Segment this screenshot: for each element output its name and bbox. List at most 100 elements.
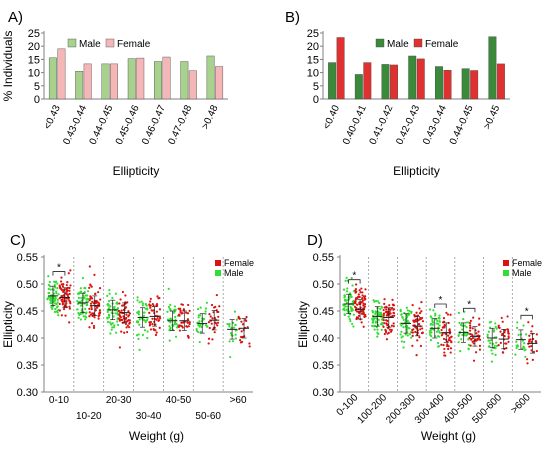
female-point — [468, 329, 472, 332]
male-point — [374, 321, 378, 324]
female-point — [207, 321, 211, 324]
female-point — [534, 340, 537, 343]
male-point — [84, 307, 87, 310]
female-point — [118, 317, 121, 320]
male-point — [80, 296, 83, 300]
male-point — [77, 311, 80, 315]
male-point — [345, 308, 349, 311]
male-point — [47, 287, 50, 291]
female-point — [449, 313, 452, 316]
female-point — [411, 334, 414, 337]
female-point — [472, 359, 476, 362]
x-tick-label: 0.44-0.45 — [88, 103, 116, 146]
female-point — [188, 322, 191, 326]
male-point — [107, 307, 111, 310]
bar — [435, 66, 443, 100]
female-point — [120, 309, 123, 312]
male-point — [76, 308, 79, 311]
significance-marker: * — [439, 295, 443, 306]
male-point — [114, 312, 117, 315]
significance-marker: * — [525, 306, 529, 317]
female-point — [181, 312, 184, 315]
significance-bracket — [52, 271, 66, 276]
female-point — [357, 293, 360, 296]
male-point — [350, 277, 353, 280]
female-point — [123, 331, 126, 334]
male-point — [436, 319, 439, 322]
female-point — [469, 321, 472, 325]
female-point — [58, 284, 61, 287]
male-point — [49, 288, 52, 291]
male-point — [459, 350, 462, 353]
y-tick-label: 0.50 — [313, 279, 334, 291]
female-point — [149, 328, 153, 331]
female-point — [88, 307, 91, 310]
female-point — [469, 326, 472, 330]
x-tick-label: 0-100 — [335, 392, 361, 418]
male-point — [173, 323, 176, 326]
female-point — [90, 322, 94, 325]
male-point — [465, 326, 468, 329]
male-point — [50, 297, 53, 300]
female-point — [472, 316, 475, 319]
female-point — [218, 305, 221, 308]
male-point — [352, 325, 355, 328]
female-point — [360, 309, 363, 312]
female-point — [98, 286, 102, 290]
female-point — [361, 294, 364, 297]
female-point — [88, 286, 91, 289]
female-point — [385, 338, 389, 341]
female-point — [389, 312, 392, 315]
bar — [75, 71, 84, 100]
female-point — [156, 295, 159, 298]
female-point — [357, 295, 360, 298]
female-point — [64, 303, 67, 307]
male-point — [169, 328, 172, 332]
female-point — [188, 321, 191, 324]
female-point — [185, 311, 188, 314]
female-point — [177, 325, 181, 328]
male-point — [491, 352, 494, 355]
female-point — [449, 351, 452, 354]
male-point — [108, 314, 111, 317]
female-point — [214, 305, 217, 309]
female-point — [420, 317, 423, 320]
x-tick-label: 0.47-0.48 — [166, 103, 194, 146]
female-point — [62, 290, 65, 293]
female-point — [92, 324, 96, 328]
female-point — [178, 314, 181, 317]
female-point — [528, 345, 531, 348]
female-point — [421, 320, 425, 323]
male-point — [46, 298, 49, 301]
female-point — [382, 312, 386, 315]
male-point — [55, 292, 58, 295]
panel-label: A) — [8, 9, 23, 26]
male-point — [168, 339, 171, 342]
male-point — [375, 311, 378, 314]
female-point — [126, 324, 129, 327]
female-point — [357, 314, 361, 317]
female-point — [245, 315, 248, 319]
x-axis-title: Weight (g) — [129, 429, 184, 443]
female-point — [99, 298, 102, 301]
male-point — [378, 301, 381, 305]
female-point — [97, 302, 101, 305]
male-point — [173, 305, 177, 308]
female-point — [211, 317, 214, 320]
female-point — [215, 293, 218, 297]
female-point — [65, 290, 68, 293]
y-tick-label: 0 — [34, 94, 40, 106]
female-point — [418, 336, 421, 339]
male-point — [408, 327, 411, 330]
male-point — [434, 312, 437, 315]
legend-swatch — [413, 38, 423, 48]
y-tick-label: 0.45 — [313, 306, 334, 318]
male-point — [343, 309, 346, 312]
male-point — [55, 306, 59, 309]
bar — [180, 61, 189, 100]
female-point — [478, 344, 482, 347]
female-point — [527, 321, 530, 324]
male-point — [467, 343, 471, 347]
male-point — [107, 300, 111, 303]
male-point — [79, 318, 83, 321]
